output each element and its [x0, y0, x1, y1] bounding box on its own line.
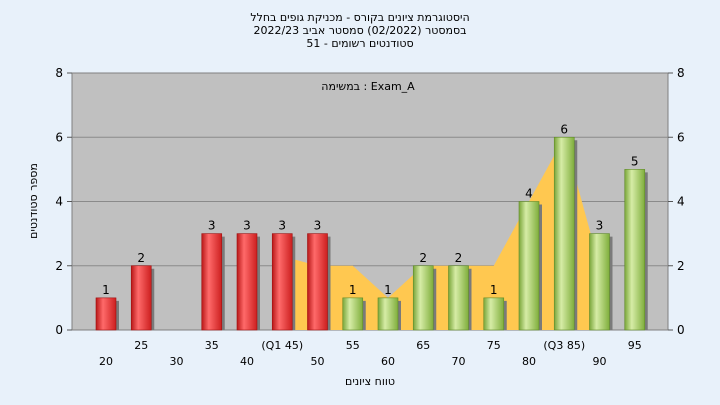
x-tick-label: 65 — [416, 339, 430, 352]
bar — [412, 265, 434, 331]
chart-title-line1: היסטוגרמת ציונים בקורס - מכניקת גופים בח… — [250, 11, 469, 24]
y-tick-label-right: 8 — [677, 66, 685, 80]
x-tick-label: (Q3 85) — [543, 339, 585, 352]
bar — [130, 265, 152, 331]
x-tick-label: 90 — [593, 355, 607, 368]
bar-value-label: 5 — [631, 154, 639, 168]
bar-value-label: 1 — [349, 283, 357, 297]
bar — [553, 136, 575, 331]
bar — [518, 201, 540, 331]
x-tick-label: 70 — [452, 355, 466, 368]
bar — [201, 233, 223, 331]
bar-value-label: 2 — [419, 251, 427, 265]
x-tick-label: 20 — [99, 355, 113, 368]
bar — [307, 233, 328, 331]
bar-value-label: 2 — [137, 251, 145, 265]
bar — [624, 169, 646, 331]
x-tick-label: 60 — [381, 355, 395, 368]
x-tick-label: 80 — [522, 355, 536, 368]
exam-annotation: במשימה : Exam_A — [321, 80, 415, 93]
bar — [271, 233, 293, 331]
y-tick-label-right: 6 — [677, 130, 685, 144]
y-tick-label-left: 4 — [55, 195, 63, 209]
y-axis-right: 0 2 4 6 8 — [668, 66, 685, 337]
x-tick-label: 75 — [487, 339, 501, 352]
bar-value-label: 4 — [525, 187, 533, 201]
bar-value-label: 3 — [243, 219, 251, 233]
x-tick-label: (Q1 45) — [261, 339, 303, 352]
bar — [448, 265, 469, 331]
bar-value-label: 6 — [560, 122, 568, 136]
y-tick-label-right: 4 — [677, 195, 685, 209]
y-tick-label-right: 0 — [677, 323, 685, 337]
bar-value-label: 3 — [278, 219, 286, 233]
y-tick-label-left: 2 — [55, 259, 63, 273]
bar-value-label: 1 — [490, 283, 498, 297]
bar-value-label: 3 — [314, 219, 322, 233]
x-tick-label: 95 — [628, 339, 642, 352]
y-tick-label-left: 6 — [55, 130, 63, 144]
bar-value-label: 3 — [208, 219, 216, 233]
bars-group — [95, 136, 648, 331]
x-axis: 20 25 30 35 40 (Q1 45) 50 55 60 65 70 75 80 (Q3 85) 90… — [99, 339, 642, 368]
bar — [342, 297, 364, 331]
bar-value-label: 1 — [384, 283, 392, 297]
bar — [589, 233, 610, 331]
bar-value-label: 1 — [102, 283, 110, 297]
bar — [377, 297, 399, 331]
y-tick-label-right: 2 — [677, 259, 685, 273]
x-tick-label: 40 — [240, 355, 254, 368]
chart-title-line3: סטודנטים רשומים - 51 — [306, 37, 413, 50]
x-tick-label: 30 — [170, 355, 184, 368]
bar — [483, 297, 505, 331]
y-axis-left: 0 2 4 6 8 — [55, 66, 72, 337]
x-tick-label: 25 — [134, 339, 148, 352]
bar-value-label: 3 — [596, 219, 604, 233]
bar-value-label: 2 — [455, 251, 463, 265]
x-tick-label: 50 — [311, 355, 325, 368]
x-axis-label: טווח ציונים — [345, 375, 395, 388]
y-tick-label-left: 8 — [55, 66, 63, 80]
x-tick-label: 55 — [346, 339, 360, 352]
bar — [95, 297, 117, 331]
chart-title-line2: בסמסטר (02/2022) סמסטר אביב 2022/23 — [253, 24, 466, 37]
bar — [236, 233, 258, 331]
value-labels: 1 2 3 3 3 3 1 1 2 2 1 4 6 3 5 — [102, 122, 638, 297]
x-tick-label: 35 — [205, 339, 219, 352]
y-tick-label-left: 0 — [55, 323, 63, 337]
y-axis-label: מספר סטודנטים — [27, 163, 40, 239]
